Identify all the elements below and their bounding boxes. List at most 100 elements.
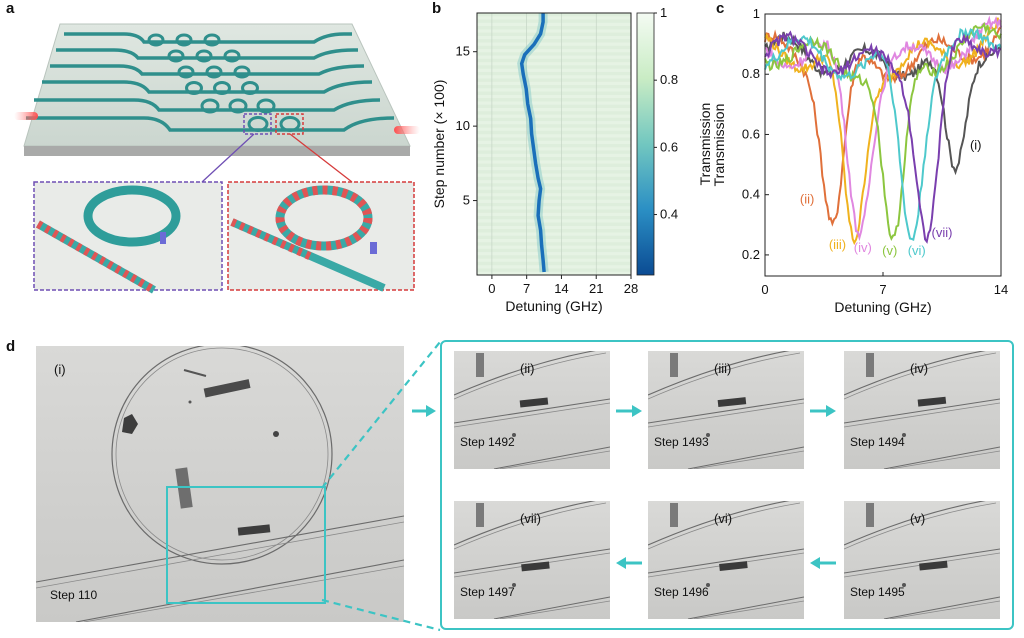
series-label-6: (vi) bbox=[908, 243, 926, 258]
heatmap-band bbox=[477, 98, 631, 102]
arrow-right-icon bbox=[810, 405, 836, 417]
heatmap-band bbox=[477, 91, 631, 95]
heatmap-band bbox=[477, 32, 631, 36]
heatmap-y-tick-label: 5 bbox=[463, 193, 470, 208]
heatmap-band bbox=[477, 130, 631, 135]
spectra-x-tick-label: 7 bbox=[879, 282, 886, 297]
heatmap-x-tick-label: 28 bbox=[624, 281, 638, 296]
spectra-x-label: Detuning (GHz) bbox=[834, 299, 931, 315]
series-label-1: (i) bbox=[970, 138, 982, 153]
micrograph-step-1492 bbox=[454, 351, 610, 469]
micrograph-step-1496 bbox=[648, 501, 804, 619]
microring-array bbox=[147, 33, 301, 132]
heatmap-band bbox=[477, 150, 631, 154]
micrograph-step-1497 bbox=[454, 501, 610, 619]
heatmap-x-tick-label: 7 bbox=[523, 281, 530, 296]
heatmap-band bbox=[477, 248, 631, 253]
micrograph-step-label: Step 1495 bbox=[850, 585, 905, 599]
heatmap-band bbox=[477, 124, 631, 128]
input-light-beam bbox=[14, 112, 38, 120]
colorbar-label: Transmission bbox=[697, 103, 713, 186]
heatmap-band bbox=[477, 78, 631, 82]
heatmap-band bbox=[477, 19, 631, 23]
spectra-x-tick-label: 14 bbox=[994, 282, 1008, 297]
arrow-right-icon bbox=[412, 405, 436, 417]
heatmap-band bbox=[477, 58, 631, 63]
transmission-heatmap: 0 7 14 21 28 5 10 15 Detuning (GHz) Step number (… bbox=[432, 5, 713, 314]
micrograph-step-1495 bbox=[844, 501, 1000, 619]
heatmap-band bbox=[477, 65, 631, 69]
heatmap-y-label: Step number (× 100) bbox=[432, 80, 447, 209]
series-label-7: (vii) bbox=[932, 225, 953, 240]
panel-a-label: a bbox=[6, 0, 15, 17]
spectra-x-tick-label: 0 bbox=[761, 282, 768, 297]
heatmap-band bbox=[477, 52, 631, 56]
micrograph-step-label: Step 1493 bbox=[654, 435, 709, 449]
spectra-y-label: Transmission bbox=[711, 104, 727, 187]
chip-illustration bbox=[14, 23, 420, 294]
spectra-y-tick-label: 1 bbox=[753, 6, 760, 21]
spectrum-line-6 bbox=[764, 27, 1002, 242]
micrograph-label-i: (i) bbox=[54, 362, 66, 377]
heatmap-band bbox=[477, 183, 631, 187]
micrograph-roman-label: (iv) bbox=[910, 361, 929, 376]
heatmap-band bbox=[477, 176, 631, 181]
step-label-110: Step 110 bbox=[50, 588, 98, 602]
heatmap-band bbox=[477, 104, 631, 108]
micrograph-step-label: Step 1492 bbox=[460, 435, 515, 449]
colorbar bbox=[636, 12, 655, 276]
colorbar-tick-label: 0.4 bbox=[660, 207, 678, 222]
series-label-4: (iv) bbox=[854, 240, 872, 255]
heatmap-band bbox=[477, 222, 631, 226]
series-label-2: (ii) bbox=[800, 192, 814, 207]
heatmap-band bbox=[477, 235, 631, 239]
micrograph-step-label: Step 1497 bbox=[460, 585, 515, 599]
heatmap-band bbox=[477, 71, 631, 76]
heatmap-band bbox=[477, 209, 631, 213]
heatmap-y-tick-label: 15 bbox=[456, 44, 470, 59]
heatmap-x-tick-label: 0 bbox=[488, 281, 495, 296]
heatmap-band bbox=[477, 137, 631, 141]
micrograph-step-110 bbox=[36, 346, 404, 622]
arrow-left-icon bbox=[810, 557, 836, 569]
heatmap-y-tick-label: 10 bbox=[456, 118, 470, 133]
micrograph-step-label: Step 1496 bbox=[654, 585, 709, 599]
colorbar-tick-label: 0.8 bbox=[660, 72, 678, 87]
heatmap-band bbox=[477, 144, 631, 148]
transmission-spectra-chart: 0 7 14 0.2 0.4 0.6 0.8 1 Detuning (GHz) Transmiss… bbox=[711, 6, 1008, 315]
micrograph-step-1493 bbox=[648, 351, 804, 469]
micrograph-step-1494 bbox=[844, 351, 1000, 469]
panel-b-label: b bbox=[432, 0, 442, 17]
heatmap-band bbox=[477, 117, 631, 122]
zoom-frame bbox=[440, 340, 1014, 630]
spectrum-line-7 bbox=[764, 30, 1002, 244]
heatmap-x-tick-label: 14 bbox=[554, 281, 568, 296]
spectra-y-tick-label: 0.8 bbox=[742, 66, 760, 81]
heatmap-band bbox=[477, 229, 631, 233]
heatmap-band bbox=[477, 189, 631, 194]
micrograph-roman-label: (vi) bbox=[714, 511, 733, 526]
micrograph-roman-label: (ii) bbox=[520, 361, 535, 376]
arrow-left-icon bbox=[616, 557, 642, 569]
heatmap-band bbox=[477, 13, 631, 17]
heatmap-band bbox=[477, 196, 631, 200]
heatmap-band bbox=[477, 45, 631, 50]
micrograph-step-label: Step 1494 bbox=[850, 435, 905, 449]
heatmap-band bbox=[477, 26, 631, 30]
heatmap-band bbox=[477, 242, 631, 246]
colorbar-tick-label: 1 bbox=[660, 5, 667, 20]
spectrum-line-4 bbox=[764, 15, 1002, 242]
spectra-y-tick-label: 0.2 bbox=[742, 247, 760, 262]
panel-d-label: d bbox=[6, 338, 16, 355]
heatmap-frame bbox=[476, 12, 632, 276]
heatmap-band bbox=[477, 39, 631, 43]
heatmap-band bbox=[477, 170, 631, 174]
output-light-beam bbox=[394, 126, 420, 134]
heatmap-band bbox=[477, 163, 631, 167]
spectrum-line-1 bbox=[764, 31, 1002, 176]
heatmap-x-tick-label: 21 bbox=[589, 281, 603, 296]
heatmap-band bbox=[477, 85, 631, 89]
resonance-track bbox=[519, 13, 546, 273]
series-label-3: (iii) bbox=[829, 237, 846, 252]
